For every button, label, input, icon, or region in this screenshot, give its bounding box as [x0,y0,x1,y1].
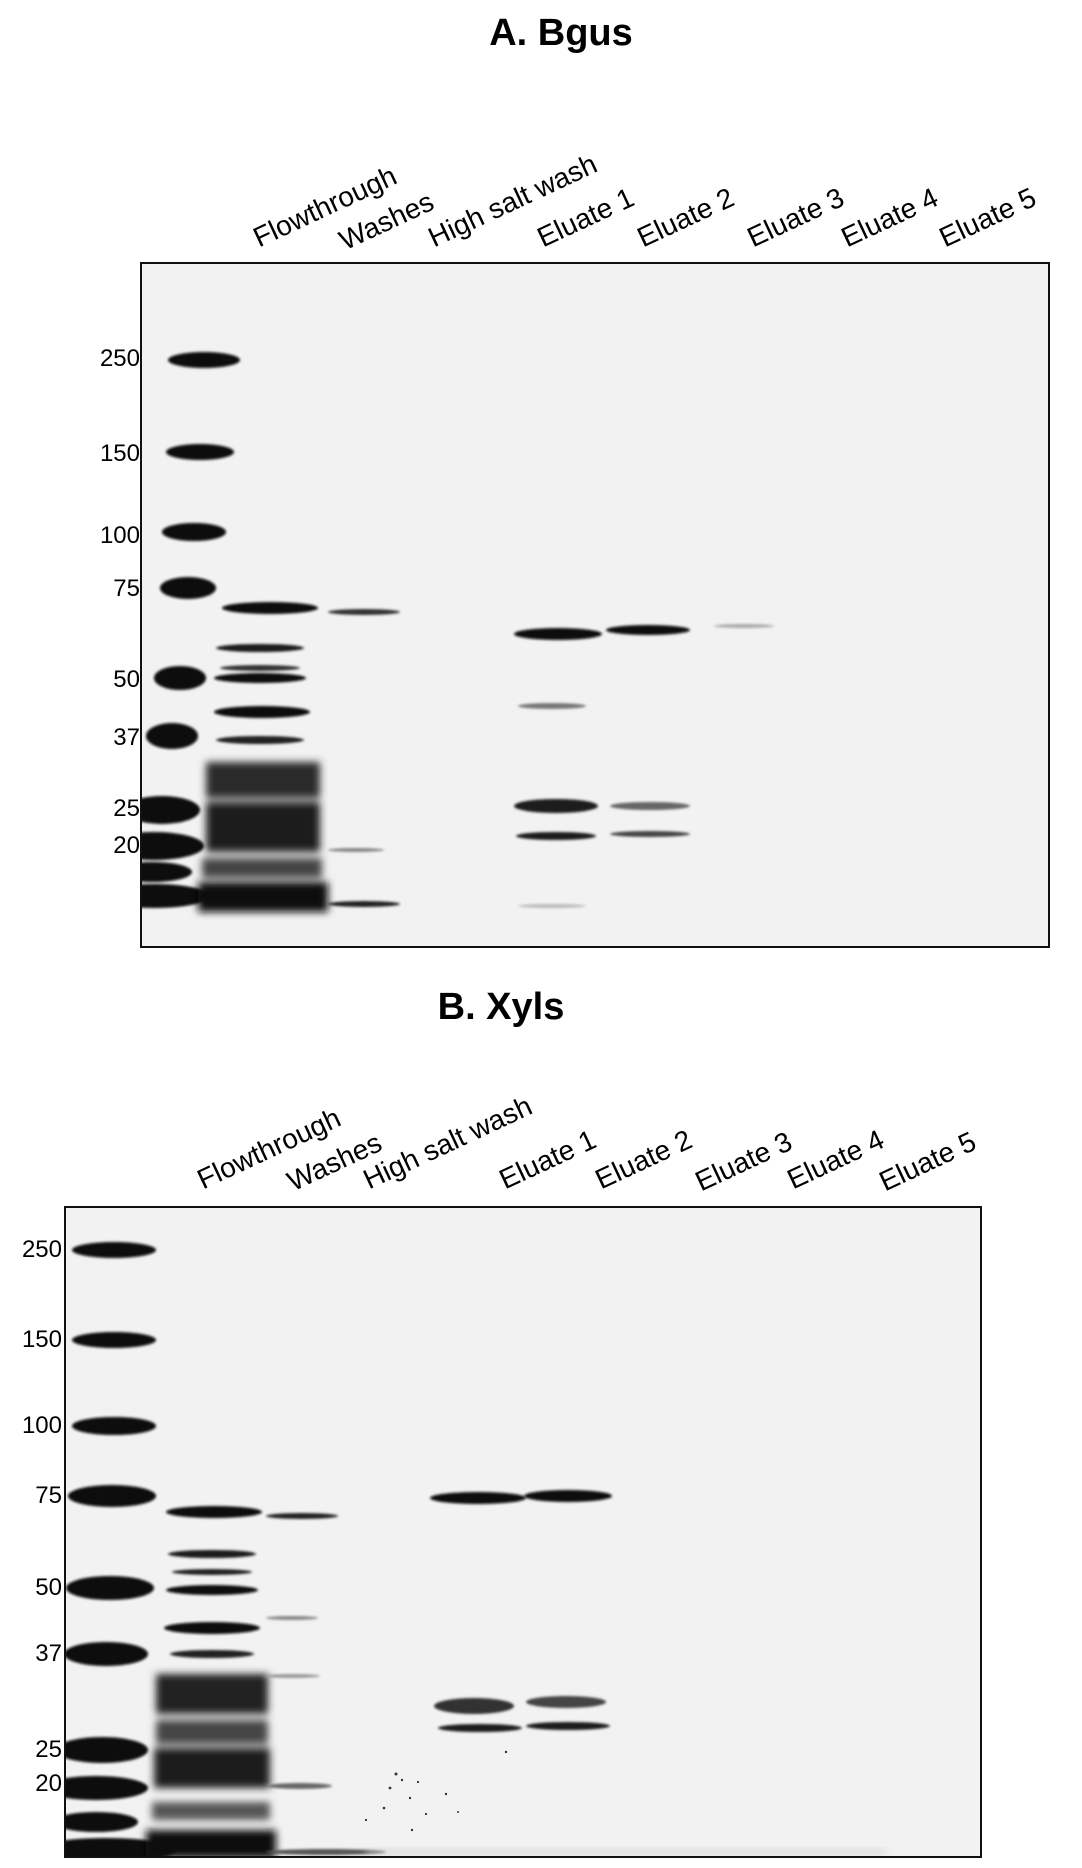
panel-b-marker-50: 50 [35,1574,62,1601]
panel-a-lane-label-eluate-4: Eluate 4 [836,181,943,254]
panel-b-marker-250: 250 [21,1236,62,1263]
panel-b-lane-label-eluate-1: Eluate 1 [494,1123,601,1196]
panel-a-marker-25: 25 [113,795,140,822]
panel-b-gel-bands [66,1242,886,1856]
panel-b-marker-37: 37 [35,1640,62,1667]
panel-b-marker-100: 100 [21,1412,62,1439]
panel-a-marker-37: 37 [113,724,140,751]
panel-b-lane-label-eluate-5: Eluate 5 [874,1125,981,1198]
panel-b-marker-20: 20 [35,1770,62,1797]
panel-a-marker-75: 75 [113,575,140,602]
panel-b-title: B. Xyls [437,986,565,1028]
panel-a-marker-150: 150 [99,440,140,467]
panel-a-title: A. Bgus [489,12,633,54]
panel-a-gel-bands [142,352,774,912]
panel-a-lane-label-eluate-5: Eluate 5 [934,181,1041,254]
panel-a-marker-20: 20 [113,832,140,859]
panel-a-gel-image [140,262,1050,948]
panel-a-lane-label-eluate-2: Eluate 2 [632,181,739,254]
panel-a-marker-250: 250 [99,345,140,372]
panel-a-marker-50: 50 [113,666,140,693]
panel-b-marker-150: 150 [21,1326,62,1353]
panel-a-lane-label-eluate-3: Eluate 3 [742,181,849,254]
panel-a-marker-100: 100 [99,522,140,549]
panel-b-lane-label-eluate-3: Eluate 3 [690,1125,797,1198]
panel-b-lane-label-eluate-4: Eluate 4 [782,1123,889,1196]
panel-b-lane-label-eluate-2: Eluate 2 [590,1123,697,1196]
panel-b-gel-image [64,1206,982,1858]
panel-b-marker-25: 25 [35,1736,62,1763]
panel-b-marker-75: 75 [35,1482,62,1509]
